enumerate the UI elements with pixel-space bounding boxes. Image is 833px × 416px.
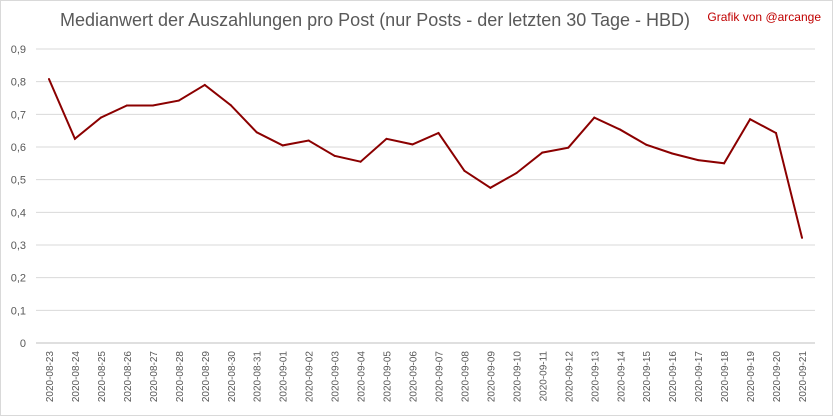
y-tick-label: 0,1 <box>11 305 26 317</box>
x-tick-label: 2020-09-16 <box>668 351 679 403</box>
x-tick-label: 2020-09-03 <box>331 351 342 403</box>
x-tick-label: 2020-08-31 <box>253 351 264 403</box>
data-point <box>333 154 336 157</box>
data-point <box>255 131 258 134</box>
y-tick-label: 0,3 <box>11 240 26 252</box>
y-tick-label: 0 <box>20 338 26 350</box>
data-point <box>723 162 726 165</box>
data-point <box>593 116 596 119</box>
y-tick-label: 0,8 <box>11 77 26 89</box>
data-point <box>385 137 388 140</box>
y-tick-label: 0,5 <box>11 175 26 187</box>
y-tick-label: 0,4 <box>11 207 26 219</box>
data-point <box>411 143 414 146</box>
x-tick-label: 2020-09-08 <box>460 351 471 403</box>
data-point <box>437 131 440 134</box>
data-point <box>515 172 518 175</box>
x-tick-label: 2020-09-12 <box>564 351 575 403</box>
gridlines <box>36 48 815 344</box>
x-tick-label: 2020-08-26 <box>123 351 134 403</box>
x-tick-label: 2020-09-05 <box>383 351 394 403</box>
x-tick-label: 2020-09-09 <box>486 351 497 403</box>
data-point <box>151 104 154 107</box>
chart-title: Medianwert der Auszahlungen pro Post (nu… <box>60 10 690 30</box>
y-tick-label: 0,9 <box>11 44 26 56</box>
x-tick-label: 2020-09-14 <box>616 351 627 403</box>
y-tick-label: 0,7 <box>11 109 26 121</box>
data-point <box>749 118 752 121</box>
x-tick-label: 2020-09-19 <box>746 351 757 403</box>
x-tick-label: 2020-08-27 <box>149 351 160 403</box>
x-tick-label: 2020-09-18 <box>720 351 731 403</box>
data-point <box>99 116 102 119</box>
x-tick-label: 2020-09-20 <box>772 351 783 403</box>
x-tick-label: 2020-09-17 <box>694 351 705 403</box>
data-point <box>619 128 622 131</box>
data-point <box>489 186 492 189</box>
x-tick-label: 2020-08-24 <box>71 351 82 403</box>
data-points <box>47 78 804 239</box>
x-tick-label: 2020-08-29 <box>201 351 212 403</box>
data-point <box>73 137 76 140</box>
data-point <box>775 131 778 134</box>
x-tick-label: 2020-09-06 <box>409 351 420 403</box>
data-point <box>463 169 466 172</box>
data-point <box>203 83 206 86</box>
data-point <box>645 143 648 146</box>
data-point <box>541 151 544 154</box>
y-tick-label: 0,2 <box>11 273 26 285</box>
x-tick-label: 2020-08-28 <box>175 351 186 403</box>
x-tick-label: 2020-08-23 <box>45 351 56 403</box>
x-tick-label: 2020-09-15 <box>642 351 653 403</box>
data-point <box>359 160 362 163</box>
data-point <box>47 78 50 81</box>
data-point <box>125 104 128 107</box>
x-tick-label: 2020-08-25 <box>97 351 108 403</box>
y-axis-ticks: 0 0,1 0,2 0,3 0,4 0,5 0,6 0,7 0,8 0,9 <box>11 44 26 350</box>
x-tick-label: 2020-09-07 <box>434 351 445 403</box>
data-point <box>307 139 310 142</box>
data-point <box>177 99 180 102</box>
chart-credit: Grafik von @arcange <box>707 10 821 24</box>
series-line <box>48 78 803 239</box>
x-tick-label: 2020-09-11 <box>538 351 549 402</box>
data-point <box>801 236 804 239</box>
x-tick-label: 2020-09-02 <box>305 351 316 403</box>
x-tick-label: 2020-09-01 <box>279 351 290 403</box>
data-point <box>229 104 232 107</box>
data-point <box>697 159 700 162</box>
x-axis-ticks: 2020-08-23 2020-08-24 2020-08-25 2020-08-26… <box>45 351 809 403</box>
data-point <box>567 146 570 149</box>
x-tick-label: 2020-09-21 <box>798 351 809 403</box>
x-tick-label: 2020-09-13 <box>590 351 601 403</box>
y-tick-label: 0,6 <box>11 142 26 154</box>
x-tick-label: 2020-09-10 <box>512 351 523 403</box>
x-tick-label: 2020-09-04 <box>357 351 368 403</box>
x-tick-label: 2020-08-30 <box>227 351 238 403</box>
data-point <box>671 152 674 155</box>
data-point <box>281 144 284 147</box>
